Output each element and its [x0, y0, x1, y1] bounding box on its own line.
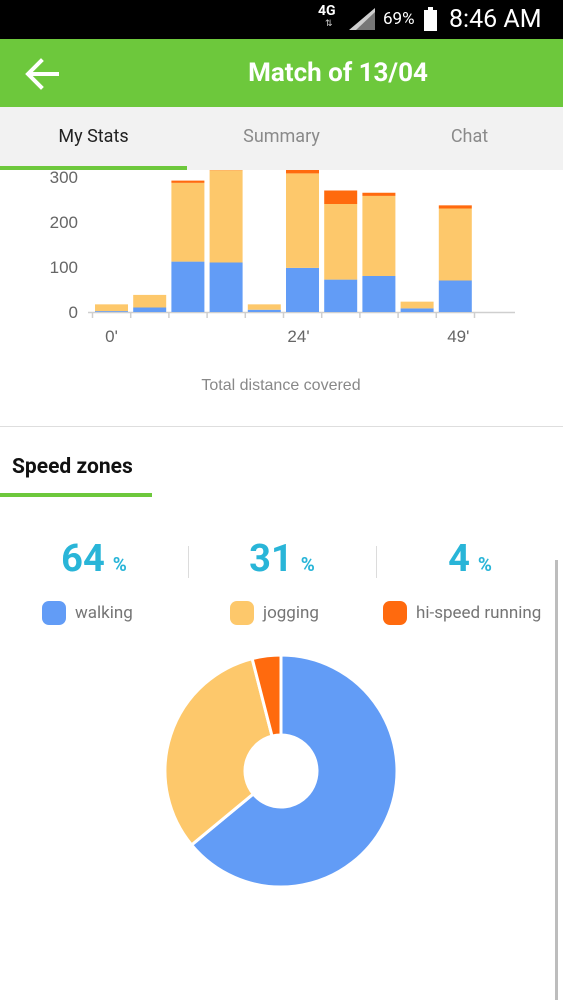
x-tick-label: 49' — [447, 327, 469, 346]
arrow-left-icon[interactable] — [22, 54, 62, 94]
battery-percent: 69% — [383, 9, 415, 29]
bar-segment-jogging — [95, 304, 128, 312]
bar-segment-walking — [362, 276, 396, 312]
battery-icon — [424, 7, 437, 31]
bar-segment-jogging — [171, 182, 205, 262]
bar-segment-hi-speed-running — [286, 170, 319, 174]
bar-segment-walking — [209, 262, 243, 312]
clock: 8:46 AM — [449, 5, 542, 34]
percent-unit: % — [112, 553, 127, 576]
legend-label: hi-speed running — [416, 603, 542, 623]
y-tick-label: 0 — [69, 303, 78, 322]
y-tick-label: 100 — [50, 258, 78, 277]
y-tick-label: 300 — [50, 170, 78, 187]
tab-bar: My Stats Summary Chat — [0, 107, 563, 170]
section-divider — [0, 426, 563, 427]
legend-jogging: jogging — [230, 600, 319, 626]
bar-segment-hi-speed-running — [171, 180, 205, 183]
bar-segment-jogging — [209, 170, 243, 263]
jogging-percent: 31% — [188, 536, 376, 582]
x-axis-label: Total distance covered — [201, 377, 360, 394]
legend-label: walking — [75, 603, 133, 623]
column-separator — [188, 546, 189, 578]
status-bar: 4G ⇅ 69% 8:46 AM — [0, 0, 563, 39]
bar-segment-walking — [324, 279, 358, 312]
bar-segment-walking — [438, 280, 472, 312]
bar-segment-walking — [286, 267, 319, 312]
hi-speed-swatch — [383, 601, 407, 625]
donut-slice-hi-speed-running — [250, 653, 283, 738]
legend-hi-speed: hi-speed running — [383, 600, 541, 626]
tab-summary[interactable]: Summary — [243, 126, 320, 147]
bar-segment-jogging — [133, 294, 167, 308]
tab-chat[interactable]: Chat — [450, 126, 489, 147]
scrollbar[interactable] — [555, 560, 558, 1000]
percent-unit: % — [300, 553, 315, 576]
x-tick-label: 24' — [287, 327, 309, 346]
bar-segment-walking — [400, 308, 434, 312]
hi-speed-percent: 4% — [376, 536, 563, 582]
signal-icon — [349, 8, 375, 30]
donut-slice-jogging — [163, 656, 274, 848]
walking-percent: 64% — [0, 536, 188, 582]
x-tick-label: 0' — [105, 327, 118, 346]
bar-segment-walking — [133, 307, 167, 312]
section-title-underline — [0, 493, 152, 497]
bar-segment-jogging — [362, 195, 396, 276]
bar-segment-jogging — [400, 301, 434, 309]
network-type: 4G — [318, 3, 336, 19]
walking-percent-value: 64 — [61, 537, 105, 581]
speed-zones-donut-chart — [163, 653, 399, 889]
jogging-swatch — [230, 601, 254, 625]
bar-segment-jogging — [247, 304, 281, 310]
bar-segment-hi-speed-running — [324, 190, 358, 204]
bar-segment-jogging — [286, 173, 319, 268]
hi-speed-percent-value: 4 — [448, 537, 470, 581]
bar-segment-jogging — [324, 204, 358, 280]
active-tab-indicator — [0, 166, 187, 170]
bar-segment-hi-speed-running — [438, 205, 472, 209]
bar-segment-walking — [95, 311, 128, 312]
walking-swatch — [42, 601, 66, 625]
speed-zones-title: Speed zones — [12, 455, 133, 479]
app-bar: Match of 13/04 — [0, 39, 563, 107]
donut-slice-walking — [189, 653, 399, 889]
bar-segment-jogging — [438, 208, 472, 281]
tab-my-stats[interactable]: My Stats — [58, 126, 129, 147]
page-title: Match of 13/04 — [248, 58, 428, 88]
jogging-percent-value: 31 — [249, 537, 293, 581]
column-separator — [376, 546, 377, 578]
bar-segment-walking — [171, 261, 205, 312]
distance-bar-chart: 0 100 200 300 0' 24' 49' Total distance covered — [50, 170, 515, 394]
y-tick-label: 200 — [50, 213, 78, 232]
bar-segment-walking — [247, 309, 281, 312]
legend-label: jogging — [263, 603, 319, 623]
bar-segment-hi-speed-running — [362, 192, 396, 196]
legend-walking: walking — [42, 600, 133, 626]
data-activity-icon: ⇅ — [325, 19, 333, 29]
percent-unit: % — [477, 553, 492, 576]
